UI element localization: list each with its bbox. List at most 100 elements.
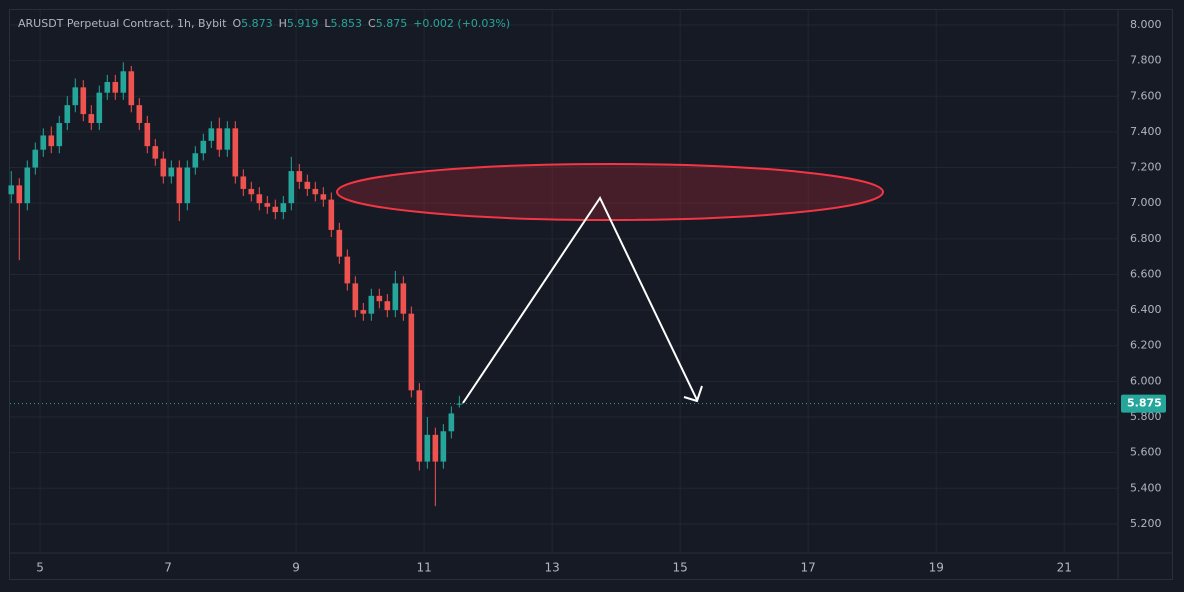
candle-body xyxy=(400,283,407,314)
candle-body xyxy=(336,229,343,257)
y-tick-label: 7.200 xyxy=(1130,161,1162,174)
candle-body xyxy=(96,92,103,123)
y-tick-label: 7.000 xyxy=(1130,196,1162,209)
ohlc-value: 5.875 xyxy=(376,17,408,30)
y-tick-label: 5.800 xyxy=(1130,410,1162,423)
candle-body xyxy=(352,283,359,311)
change: +0.002 (+0.03%) xyxy=(413,17,510,30)
candle-body xyxy=(64,105,71,123)
candle-body xyxy=(152,146,159,159)
x-tick-label: 7 xyxy=(164,561,172,575)
candle-body xyxy=(304,181,311,189)
x-tick-label: 19 xyxy=(929,561,944,575)
candle-body xyxy=(104,81,111,93)
candle-body xyxy=(448,413,455,432)
candle-body xyxy=(144,122,151,147)
candle-body xyxy=(248,188,255,195)
candle-body xyxy=(32,149,39,168)
candle-body xyxy=(280,203,287,213)
ohlc-value: 5.873 xyxy=(241,17,273,30)
y-tick-label: 7.400 xyxy=(1130,125,1162,138)
symbol: ARUSDT Perpetual Contract, 1h, Bybit xyxy=(18,17,227,30)
x-tick-label: 17 xyxy=(801,561,816,575)
y-tick-label: 6.000 xyxy=(1130,374,1162,387)
y-tick-label: 6.400 xyxy=(1130,303,1162,316)
x-tick-label: 15 xyxy=(673,561,688,575)
candle-body xyxy=(16,185,23,204)
candle-body xyxy=(296,171,303,182)
candle-body xyxy=(384,301,391,311)
y-tick-label: 8.000 xyxy=(1130,18,1162,31)
last-price-box xyxy=(1121,394,1166,413)
candle-body xyxy=(192,153,199,168)
candle-body xyxy=(24,167,31,204)
candle-body xyxy=(224,128,231,150)
arrow-head xyxy=(683,385,703,403)
candle-body xyxy=(232,128,239,177)
candle-body xyxy=(136,105,143,123)
candle-body xyxy=(328,199,335,230)
last-price-label: 5.875 xyxy=(1127,397,1162,410)
candle-body xyxy=(208,128,215,141)
y-tick-label: 6.600 xyxy=(1130,267,1162,280)
candle-body xyxy=(360,310,367,314)
candle-body xyxy=(440,431,447,462)
y-tick-label: 7.600 xyxy=(1130,89,1162,102)
candle-body xyxy=(344,256,351,284)
ohlc-label: L xyxy=(324,17,331,30)
ohlc-label: H xyxy=(279,17,287,30)
frame xyxy=(9,9,1173,580)
y-tick-label: 5.600 xyxy=(1130,446,1162,459)
candle-body xyxy=(40,135,47,150)
ohlc-label: C xyxy=(368,17,376,30)
candle-body xyxy=(176,167,183,204)
candle-body xyxy=(120,71,127,93)
axes: 5.200 5.400 5.600 5.800 6.000 6.200 6.400 6.600… xyxy=(10,18,1166,575)
candle-body xyxy=(432,434,439,462)
x-tick-label: 13 xyxy=(545,561,560,575)
candle-body xyxy=(184,167,191,204)
y-tick-label: 5.200 xyxy=(1130,517,1162,530)
y-tick-label: 5.400 xyxy=(1130,481,1162,494)
ohlc-value: 5.853 xyxy=(331,17,363,30)
candle-body xyxy=(312,188,319,195)
ohlc-value: 5.919 xyxy=(287,17,319,30)
candle-body xyxy=(168,167,175,177)
candle-body xyxy=(256,194,263,204)
x-tick-label: 21 xyxy=(1057,561,1072,575)
y-tick-label: 7.800 xyxy=(1130,54,1162,67)
candle-body xyxy=(240,176,247,189)
candle-body xyxy=(376,295,383,302)
candle-body xyxy=(200,140,207,154)
y-tick-label: 6.200 xyxy=(1130,339,1162,352)
candle-body xyxy=(368,295,375,314)
candle-body xyxy=(416,390,423,462)
candle-body xyxy=(88,114,95,123)
x-tick-label: 11 xyxy=(416,561,431,575)
candle-body xyxy=(216,128,223,150)
projection-arrow xyxy=(462,195,698,404)
x-tick-label: 9 xyxy=(292,561,300,575)
candle-body xyxy=(288,171,295,204)
candle-body xyxy=(72,87,79,106)
candle-body xyxy=(80,87,87,115)
y-tick-label: 6.800 xyxy=(1130,232,1162,245)
candle-body xyxy=(424,434,431,462)
resistance-zone xyxy=(336,163,884,221)
candle-body xyxy=(112,81,119,93)
candle-body xyxy=(320,194,327,200)
candle-body xyxy=(392,283,399,311)
candle-body xyxy=(128,71,135,106)
candle-body xyxy=(160,158,167,177)
candle-body xyxy=(272,206,279,213)
candle-body xyxy=(56,122,63,147)
candle-body xyxy=(8,185,15,195)
ohlc-label: O xyxy=(232,17,241,30)
candle-body xyxy=(408,313,415,391)
candles xyxy=(8,62,463,507)
x-tick-label: 5 xyxy=(36,561,44,575)
candle-body xyxy=(48,135,55,147)
header: ARUSDT Perpetual Contract, 1h, Bybit O5.8… xyxy=(18,17,510,30)
